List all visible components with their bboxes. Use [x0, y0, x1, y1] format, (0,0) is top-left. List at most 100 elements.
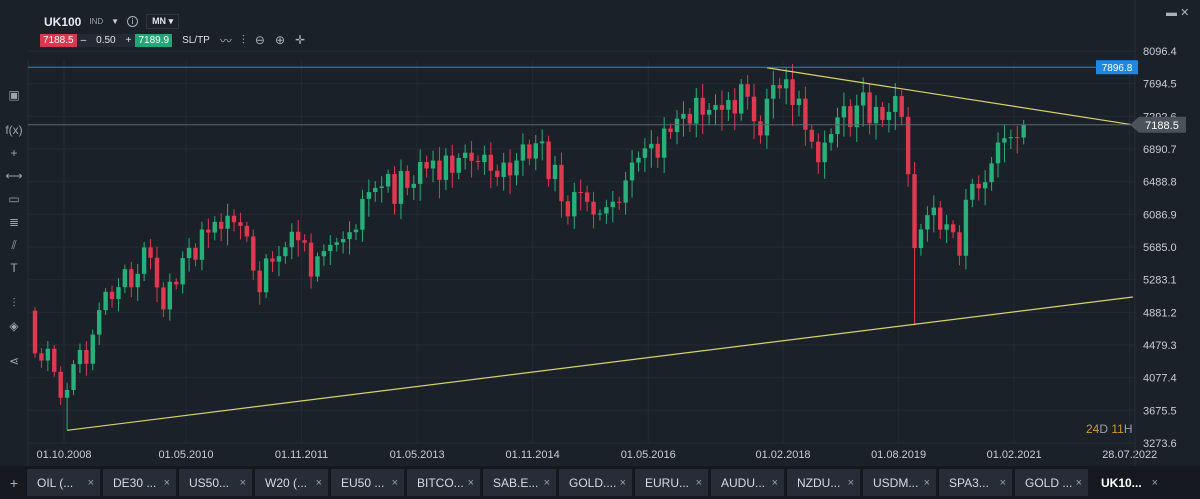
candle: [539, 129, 545, 161]
candle: [591, 191, 596, 229]
share-icon[interactable]: ⋖: [8, 354, 20, 368]
buy-button[interactable]: 7189.9: [135, 33, 173, 47]
indicators-icon[interactable]: ⫶: [241, 32, 245, 47]
price-chart[interactable]: 8096.47694.57292.66890.76488.86086.95685…: [0, 0, 1200, 466]
candle: [161, 281, 166, 317]
move-icon[interactable]: ✛: [295, 33, 306, 47]
tab-5[interactable]: BITCO... ×: [407, 469, 480, 496]
candle: [719, 90, 725, 131]
add-tab-button[interactable]: +: [9, 474, 19, 491]
candle-body: [995, 142, 1001, 164]
candle: [308, 233, 314, 289]
tab-13[interactable]: GOLD ... ×: [1015, 469, 1088, 496]
candle: [899, 89, 904, 126]
close-icon[interactable]: ✕: [1180, 7, 1190, 19]
tab-1[interactable]: DE30 ... ×: [103, 469, 176, 496]
close-tab-icon[interactable]: ×: [391, 476, 398, 489]
candle-body: [238, 222, 243, 226]
candle: [488, 142, 494, 189]
candle-body: [180, 258, 185, 285]
candle: [321, 244, 327, 266]
close-tab-icon[interactable]: ×: [87, 476, 94, 489]
candle-body: [424, 161, 429, 169]
tab-4[interactable]: EU50 ... ×: [331, 469, 404, 496]
fibonacci-icon[interactable]: ≣: [8, 215, 20, 229]
indicators-icon[interactable]: ⫶: [12, 296, 16, 310]
tab-12[interactable]: SPA3... ×: [939, 469, 1012, 496]
line-tool-icon[interactable]: ⟷: [5, 169, 23, 183]
price-tag: [1130, 116, 1186, 133]
increase-button[interactable]: +: [125, 34, 132, 46]
pitchfork-icon[interactable]: ⫽: [11, 238, 17, 252]
crosshair-icon[interactable]: +: [10, 146, 18, 160]
panel-icon[interactable]: ▣: [8, 88, 20, 102]
timeframe-select[interactable]: MN ▾: [146, 14, 180, 29]
candle: [263, 253, 269, 299]
tab-9[interactable]: AUDU... ×: [711, 469, 784, 496]
close-tab-icon[interactable]: ×: [467, 476, 474, 489]
close-tab-icon[interactable]: ×: [999, 476, 1006, 489]
candle-body: [218, 221, 224, 229]
chevron-down-icon[interactable]: ▼: [111, 17, 120, 26]
close-tab-icon[interactable]: ×: [923, 476, 930, 489]
close-tab-icon[interactable]: ×: [695, 476, 702, 489]
close-tab-icon[interactable]: ×: [543, 476, 550, 489]
candle-body: [771, 85, 776, 99]
sltp-button[interactable]: SL/TP: [182, 34, 210, 46]
layers-icon[interactable]: ◈: [9, 319, 19, 333]
text-icon[interactable]: T: [10, 261, 18, 275]
tab-8[interactable]: EURU... ×: [635, 469, 708, 496]
candle-body: [418, 161, 423, 184]
close-tab-icon[interactable]: ×: [163, 476, 170, 489]
candle: [912, 162, 917, 326]
candle: [841, 92, 847, 137]
function-icon[interactable]: f(x): [5, 123, 23, 137]
x-tick-label: 01.08.2019: [871, 449, 926, 461]
close-tab-icon[interactable]: ×: [315, 476, 322, 489]
candle: [225, 203, 230, 246]
tab-2[interactable]: US50... ×: [179, 469, 252, 496]
candle: [475, 155, 481, 170]
rectangle-icon[interactable]: ▭: [8, 192, 20, 206]
candle: [790, 63, 795, 126]
candle-body: [501, 162, 506, 178]
tab-7[interactable]: GOLD.... ×: [559, 469, 632, 496]
zoom-in-icon[interactable]: ⊕: [274, 33, 286, 47]
candle-body: [591, 201, 596, 215]
tab-label: USDM...: [873, 475, 919, 490]
candle-body: [1021, 124, 1026, 138]
candle: [533, 134, 538, 171]
candle-body: [379, 186, 384, 188]
zoom-out-icon[interactable]: ⊖: [254, 33, 265, 47]
tab-3[interactable]: W20 (... ×: [255, 469, 328, 496]
close-tab-icon[interactable]: ×: [847, 476, 854, 489]
tab-14[interactable]: UK10... ×: [1091, 469, 1164, 496]
candle: [655, 136, 660, 169]
info-icon[interactable]: i: [127, 16, 139, 27]
close-tab-icon[interactable]: ×: [1151, 476, 1158, 489]
quantity-stepper[interactable]: –0.50 +: [76, 33, 136, 47]
close-tab-icon[interactable]: ×: [239, 476, 246, 489]
candle-body: [899, 96, 904, 117]
candle-body: [475, 160, 481, 163]
candle-body: [385, 174, 391, 187]
tab-11[interactable]: USDM... ×: [863, 469, 936, 496]
close-tab-icon[interactable]: ×: [771, 476, 778, 489]
candle-body: [199, 229, 205, 260]
tab-label: UK10...: [1101, 475, 1142, 490]
candle: [828, 128, 834, 151]
close-tab-icon[interactable]: ×: [1075, 476, 1082, 489]
candle: [610, 191, 615, 223]
tab-0[interactable]: OIL (... ×: [27, 469, 100, 496]
line-chart-icon[interactable]: 〰: [219, 33, 232, 48]
sell-button[interactable]: 7188.5: [40, 33, 77, 47]
price-tag-label: 7896.8: [1102, 63, 1133, 74]
close-tab-icon[interactable]: ×: [619, 476, 626, 489]
restore-icon[interactable]: ▬: [1166, 7, 1177, 19]
candle: [726, 92, 731, 122]
tab-6[interactable]: SAB.E... ×: [483, 469, 556, 496]
decrease-button[interactable]: –: [80, 34, 87, 46]
quantity-input[interactable]: 0.50: [96, 34, 116, 46]
tab-10[interactable]: NZDU... ×: [787, 469, 860, 496]
tab-label: GOLD....: [569, 475, 617, 490]
